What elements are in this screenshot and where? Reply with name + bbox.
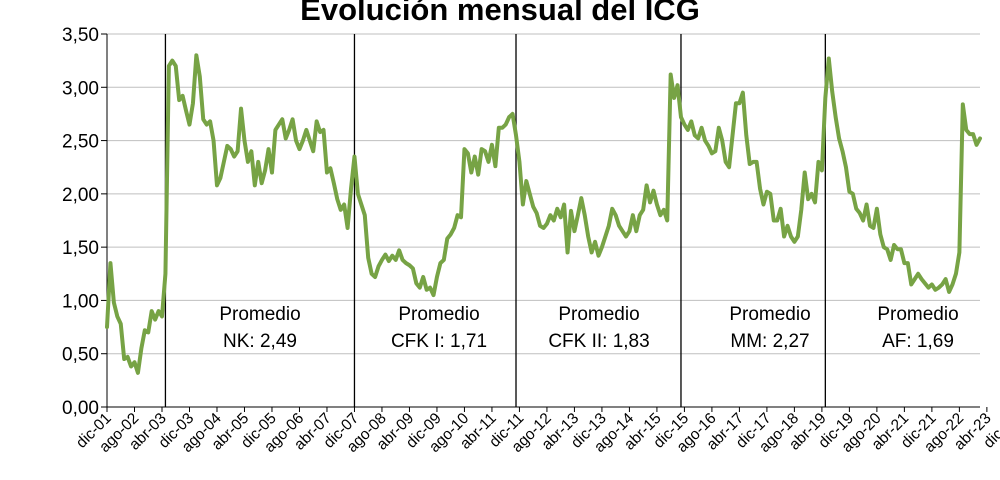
annotation-average-value: CFK II: 1,83 <box>548 331 649 352</box>
annotation-promedio: Promedio <box>398 304 479 325</box>
y-tick-label: 0,50 <box>62 345 99 366</box>
y-tick-label: 3,50 <box>62 25 99 46</box>
annotation-average-value: AF: 1,69 <box>882 331 954 352</box>
y-tick-label: 0,00 <box>62 398 99 419</box>
y-tick-label: 1,00 <box>62 291 99 312</box>
y-tick-label: 2,50 <box>62 132 99 153</box>
annotation-promedio: Promedio <box>219 304 300 325</box>
annotation-average-value: MM: 2,27 <box>730 331 809 352</box>
y-tick-label: 3,00 <box>62 78 99 99</box>
annotation-promedio: Promedio <box>877 304 958 325</box>
annotation-average-value: CFK I: 1,71 <box>391 331 487 352</box>
y-tick-label: 2,00 <box>62 185 99 206</box>
y-tick-label: 1,50 <box>62 238 99 259</box>
chart-title: Evolución mensual del ICG <box>300 0 700 27</box>
annotation-promedio: Promedio <box>558 304 639 325</box>
annotation-promedio: Promedio <box>729 304 810 325</box>
icg-series-line <box>105 53 982 375</box>
annotation-average-value: NK: 2,49 <box>223 331 297 352</box>
